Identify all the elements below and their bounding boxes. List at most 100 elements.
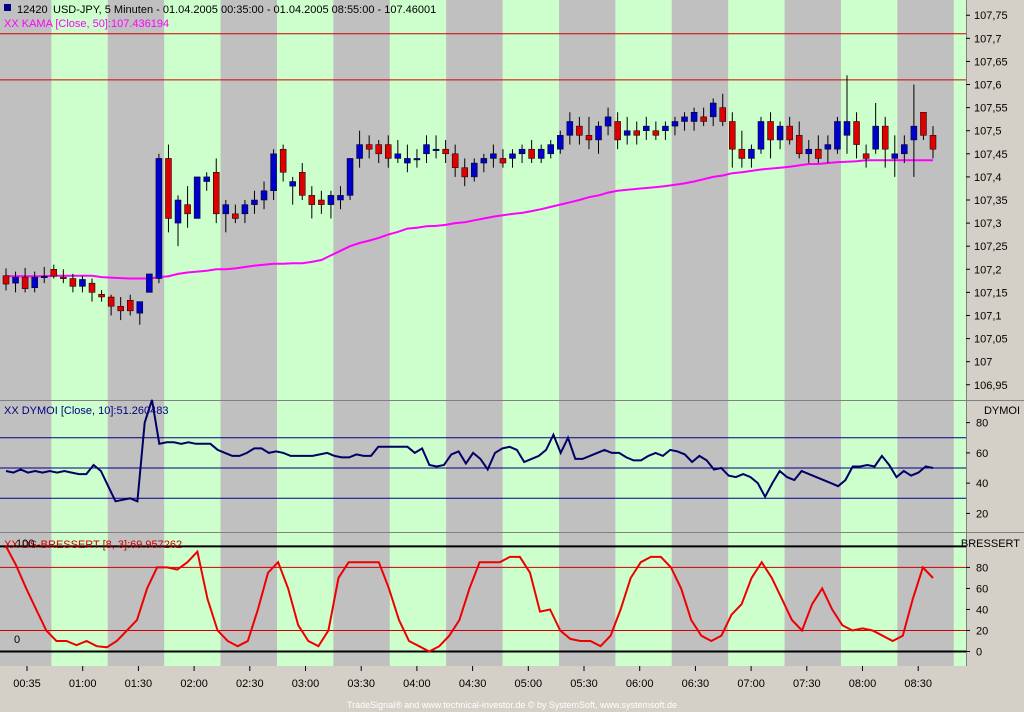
candle-body bbox=[346, 158, 354, 196]
candle-body bbox=[442, 148, 449, 155]
y-tick-label: 107,55 bbox=[974, 103, 1008, 115]
x-tick-label: 02:30 bbox=[236, 678, 264, 690]
candle-body bbox=[241, 204, 249, 215]
candle-body bbox=[499, 158, 507, 164]
candle-body bbox=[203, 176, 210, 182]
time-band bbox=[671, 533, 729, 666]
footer-credit: TradeSignal® and www.technical-investor.… bbox=[346, 700, 678, 710]
time-band bbox=[277, 0, 334, 400]
stoch-zero-marker: 0 bbox=[14, 634, 20, 646]
stoch-top-marker: 100 bbox=[16, 538, 34, 550]
candle-body bbox=[136, 301, 144, 314]
candle-body bbox=[184, 204, 191, 215]
candle-body bbox=[318, 199, 325, 205]
time-band bbox=[107, 533, 165, 666]
candle-body bbox=[767, 121, 774, 141]
time-band bbox=[164, 401, 221, 532]
time-band bbox=[0, 401, 52, 532]
dymoi-tab: DYMOI bbox=[984, 405, 1020, 417]
x-tick-label: 08:30 bbox=[904, 678, 932, 690]
candle-body bbox=[738, 148, 746, 159]
y-tick-label: 60 bbox=[976, 448, 988, 460]
candle-body bbox=[146, 273, 153, 293]
time-band bbox=[164, 0, 221, 400]
candle-body bbox=[614, 121, 621, 141]
candle-body bbox=[69, 278, 77, 287]
candle-body bbox=[566, 121, 574, 136]
candle-body bbox=[490, 153, 497, 159]
y-tick-label: 107,15 bbox=[974, 287, 1008, 299]
candle-body bbox=[671, 121, 679, 127]
x-tick-label: 08:00 bbox=[849, 678, 877, 690]
x-tick-label: 05:30 bbox=[570, 678, 598, 690]
y-tick-label: 40 bbox=[976, 478, 988, 490]
time-band bbox=[897, 533, 954, 666]
time-band bbox=[333, 401, 390, 532]
candle-body bbox=[356, 144, 363, 159]
time-band bbox=[446, 533, 503, 666]
candle-body bbox=[2, 275, 10, 285]
candle-body bbox=[595, 125, 602, 141]
candle-body bbox=[60, 276, 67, 279]
candle-body bbox=[12, 276, 19, 284]
candle-body bbox=[547, 144, 554, 155]
time-band bbox=[220, 533, 277, 666]
y-tick-label: 107,05 bbox=[974, 334, 1008, 346]
candle-body bbox=[251, 199, 258, 205]
candle-body bbox=[862, 153, 870, 159]
y-tick-label: 60 bbox=[976, 583, 988, 595]
time-band bbox=[51, 401, 108, 532]
x-tick-label: 06:30 bbox=[682, 678, 710, 690]
x-tick-label: 04:00 bbox=[403, 678, 431, 690]
time-band bbox=[220, 401, 277, 532]
time-band bbox=[559, 533, 616, 666]
time-band bbox=[728, 533, 785, 666]
time-band bbox=[671, 0, 729, 400]
time-band bbox=[671, 401, 729, 532]
candle-body bbox=[604, 116, 612, 127]
time-band bbox=[502, 533, 559, 666]
time-band bbox=[784, 401, 841, 532]
dymoi-line bbox=[5, 399, 934, 503]
y-tick-label: 107,25 bbox=[974, 241, 1008, 253]
candle-body bbox=[212, 172, 220, 215]
y-tick-label: 107,5 bbox=[974, 126, 1002, 138]
time-band bbox=[953, 533, 966, 666]
candle-body bbox=[375, 144, 382, 155]
y-tick-label: 40 bbox=[976, 604, 988, 616]
time-band bbox=[220, 0, 277, 400]
stoch-line bbox=[5, 545, 934, 653]
candle-body bbox=[79, 279, 86, 287]
candle-body bbox=[853, 121, 860, 145]
y-tick-label: 107,2 bbox=[974, 264, 1002, 276]
time-band bbox=[841, 533, 898, 666]
candle-body bbox=[729, 121, 736, 150]
time-band bbox=[389, 533, 447, 666]
candle-body bbox=[776, 125, 784, 141]
y-tick-label: 107,3 bbox=[974, 218, 1002, 230]
candle-body bbox=[232, 213, 239, 219]
x-axis-area bbox=[0, 666, 1024, 698]
candle-body bbox=[327, 195, 335, 205]
time-band bbox=[559, 0, 616, 400]
time-band bbox=[784, 0, 841, 400]
candle-body bbox=[681, 116, 688, 122]
time-band bbox=[728, 401, 785, 532]
y-tick-label: 107,35 bbox=[974, 195, 1008, 207]
candle-body bbox=[585, 135, 593, 141]
y-tick-label: 107,7 bbox=[974, 33, 1002, 45]
candle-body bbox=[279, 148, 287, 173]
time-band bbox=[446, 0, 503, 400]
candle-body bbox=[155, 158, 163, 279]
y-tick-label: 80 bbox=[976, 562, 988, 574]
candle-body bbox=[31, 276, 38, 289]
candle-body bbox=[451, 153, 459, 168]
y-tick-label: 107,1 bbox=[974, 310, 1002, 322]
candle-body bbox=[509, 153, 516, 159]
time-band bbox=[897, 0, 954, 400]
y-tick-label: 80 bbox=[976, 418, 988, 430]
candle-body bbox=[88, 282, 96, 293]
candle-body bbox=[576, 125, 583, 136]
candle-body bbox=[528, 148, 535, 159]
time-band bbox=[502, 401, 559, 532]
